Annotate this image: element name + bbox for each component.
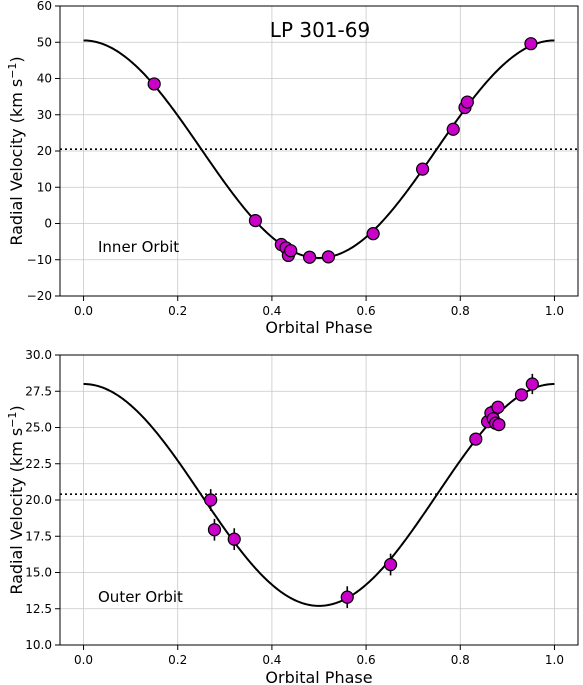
y-tick-label: 20.0: [25, 493, 52, 507]
data-point: [514, 388, 529, 402]
y-tick-label: 10.0: [25, 638, 52, 652]
y-tick-label: 27.5: [25, 384, 52, 398]
data-point: [460, 95, 474, 109]
x-tick-label: 0.8: [451, 304, 470, 318]
x-tick-label: 0.4: [262, 653, 281, 667]
x-tick-label: 0.2: [168, 304, 187, 318]
x-tick-label: 1.0: [545, 304, 564, 318]
data-point: [227, 532, 241, 546]
y-axis-label-end: ): [7, 405, 26, 411]
y-tick-label: 22.5: [25, 457, 52, 471]
x-tick-label: 0.6: [357, 653, 376, 667]
x-tick-label: 0.0: [74, 304, 93, 318]
data-point: [525, 377, 539, 391]
data-point: [340, 590, 354, 604]
x-tick-label: 0.4: [262, 304, 281, 318]
panel-annotation: Inner Orbit: [98, 238, 179, 256]
data-point: [416, 162, 430, 176]
data-point: [204, 493, 218, 507]
data-point: [321, 250, 336, 264]
y-axis-label-superscript: −1: [6, 63, 19, 79]
data-point: [248, 214, 263, 228]
orbit-model-curve: [83, 39, 555, 259]
data-point: [469, 432, 483, 446]
inner-orbit-panel: 0.0 0.2 0.4 0.6 0.8 1.0 −20 −10 0 10 20 30 40 50 60 Orb…: [6, 0, 579, 337]
y-tick-label: 40: [37, 72, 52, 86]
y-axis-label: Radial Velocity (km s−1): [6, 56, 26, 245]
x-tick-label: 0.0: [74, 653, 93, 667]
x-tick-label: 1.0: [545, 653, 564, 667]
y-tick-label: 50: [37, 35, 52, 49]
y-axis-label-main: Radial Velocity (km s: [7, 79, 26, 246]
y-tick-label: 17.5: [25, 529, 52, 543]
chart-title: LP 301-69: [270, 18, 370, 42]
y-tick-label: −10: [27, 253, 52, 267]
data-point: [524, 37, 538, 51]
data-point: [207, 523, 222, 537]
panel-annotation: Outer Orbit: [98, 588, 183, 606]
x-tick-label: 0.6: [357, 304, 376, 318]
y-tick-label: 30: [37, 108, 52, 122]
y-tick-label: 12.5: [25, 602, 52, 616]
y-axis-label-main: Radial Velocity (km s: [7, 428, 26, 595]
x-axis-label: Orbital Phase: [265, 318, 372, 337]
data-point: [284, 244, 298, 258]
x-axis-label: Orbital Phase: [265, 668, 372, 685]
data-point: [492, 418, 506, 432]
outer-orbit-panel: 0.0 0.2 0.4 0.6 0.8 1.0 10.0 12.5 15.0 17.5 20.0 22…: [6, 348, 579, 685]
y-tick-label: −20: [27, 289, 52, 303]
x-tick-label: 0.8: [451, 653, 470, 667]
y-axis-label: Radial Velocity (km s−1): [6, 405, 26, 594]
y-tick-label: 20: [37, 144, 52, 158]
y-tick-label: 15.0: [25, 566, 52, 580]
y-tick-label: 10: [37, 180, 52, 194]
data-point: [491, 400, 505, 414]
y-axis-label-end: ): [7, 56, 26, 62]
data-point: [383, 557, 398, 572]
data-point: [147, 77, 161, 91]
y-axis-label-superscript: −1: [6, 412, 19, 428]
y-tick-label: 30.0: [25, 348, 52, 362]
y-tick-label: 25.0: [25, 421, 52, 435]
x-tick-label: 0.2: [168, 653, 187, 667]
y-tick-label: 60: [37, 0, 52, 13]
data-point: [302, 250, 317, 264]
y-tick-label: 0: [44, 217, 52, 231]
data-point: [366, 227, 380, 241]
data-point: [446, 122, 460, 136]
